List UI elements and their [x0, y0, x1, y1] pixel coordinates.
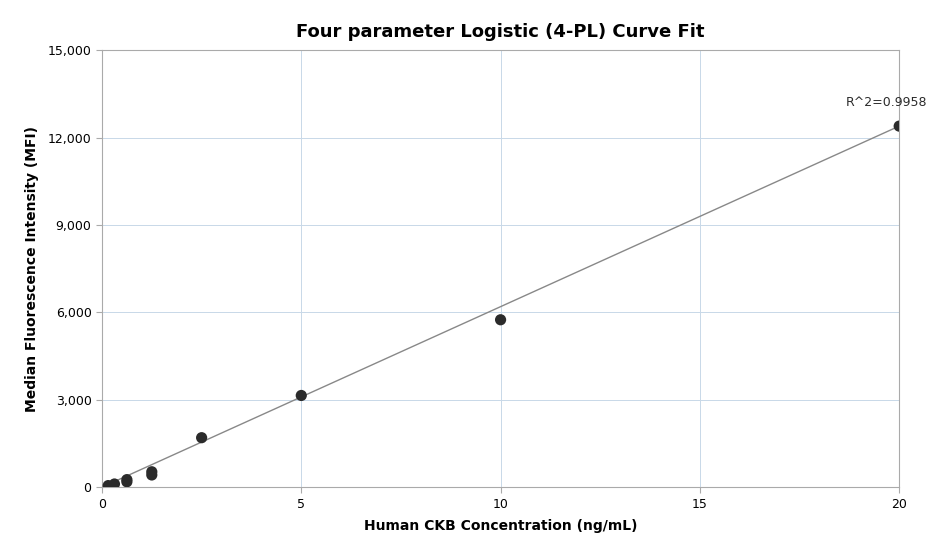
Point [101, 481, 116, 490]
Point [120, 475, 134, 484]
Text: R^2=0.9958: R^2=0.9958 [845, 96, 927, 109]
Point [493, 315, 508, 324]
Point [145, 467, 159, 476]
Point [892, 122, 907, 130]
Point [145, 470, 159, 479]
Point [107, 479, 121, 488]
Y-axis label: Median Fluorescence Intensity (MFI): Median Fluorescence Intensity (MFI) [25, 126, 39, 412]
Point [294, 391, 309, 400]
X-axis label: Human CKB Concentration (ng/mL): Human CKB Concentration (ng/mL) [363, 519, 638, 533]
Title: Four parameter Logistic (4-PL) Curve Fit: Four parameter Logistic (4-PL) Curve Fit [297, 22, 705, 40]
Point [194, 433, 209, 442]
Point [120, 477, 134, 486]
